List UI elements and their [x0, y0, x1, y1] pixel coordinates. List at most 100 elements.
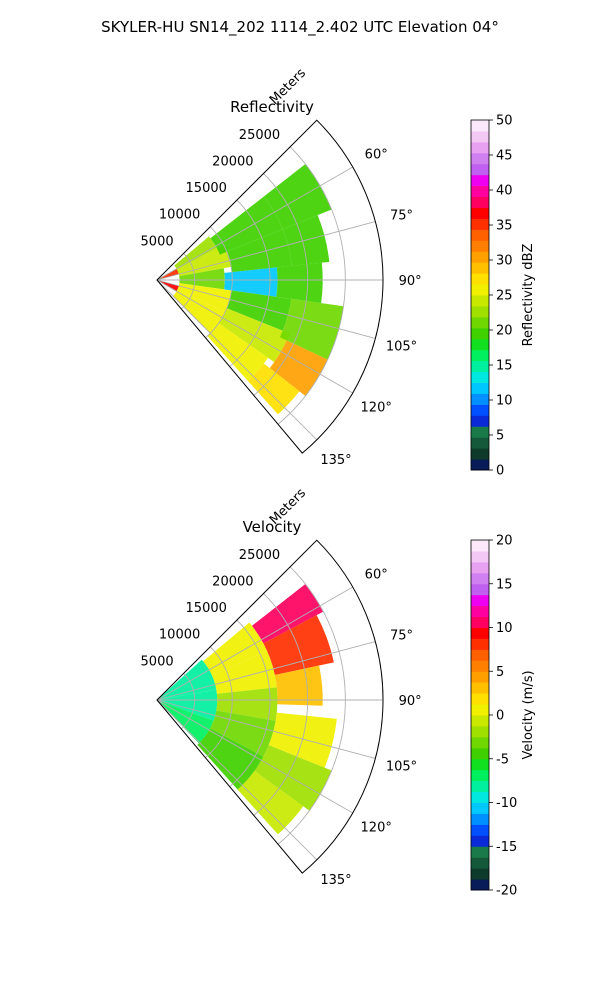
- colorbar-swatch: [471, 879, 489, 891]
- colorbar-swatch: [471, 627, 489, 639]
- colorbar-swatch: [471, 857, 489, 869]
- colorbar-swatch: [471, 769, 489, 782]
- colorbar-swatch: [471, 835, 489, 847]
- velocity-panel: Velocity 60° 75° 90° 105° 120° 135° 5000 10000 15…: [141, 486, 536, 899]
- colorbar-swatch: [471, 715, 489, 727]
- data-cell: [263, 615, 334, 675]
- radial-tick-label: 5000: [141, 234, 174, 249]
- colorbar-tick-label: 0: [496, 709, 504, 724]
- data-cell: [218, 308, 290, 363]
- panel-title: Reflectivity: [230, 98, 314, 116]
- colorbar-tick-label: 20: [496, 324, 513, 339]
- angle-tick-label: 135°: [320, 873, 351, 888]
- colorbar-swatch: [471, 649, 489, 661]
- colorbar-swatch: [471, 813, 489, 825]
- colorbar-swatch: [471, 393, 489, 405]
- colorbar-swatch: [471, 448, 489, 460]
- radial-gridline: [205, 646, 233, 759]
- angular-gridline: [156, 641, 376, 701]
- data-cell: [251, 584, 324, 644]
- colorbar-tick-label: 40: [496, 184, 513, 199]
- polar-grid: [156, 566, 383, 861]
- radial-tick-label: 20000: [212, 154, 253, 169]
- colorbar-swatch: [471, 693, 489, 705]
- colorbar-swatch: [471, 360, 489, 373]
- data-cell: [226, 290, 292, 331]
- angular-gridline: [156, 699, 376, 759]
- data-cell: [174, 236, 217, 270]
- angular-gridline: [156, 279, 318, 441]
- data-cell: [157, 689, 218, 721]
- data-cell: [176, 244, 232, 277]
- colorbar-swatch: [471, 426, 489, 438]
- colorbar-tick-label: 30: [496, 254, 513, 269]
- radial-gridline: [229, 199, 271, 367]
- colorbar-label: Reflectivity dBZ: [521, 244, 536, 347]
- colorbar-tick-label: -15: [496, 840, 517, 855]
- colorbar-swatch: [471, 583, 489, 596]
- angle-tick-label: 75°: [390, 628, 413, 643]
- data-cell: [157, 700, 214, 744]
- data-cell: [269, 340, 328, 396]
- colorbar-swatch: [471, 437, 489, 449]
- colorbar-swatch: [471, 802, 489, 814]
- angular-gridline: [156, 586, 353, 701]
- colorbar-swatch: [471, 327, 489, 340]
- data-cell: [207, 323, 269, 381]
- radial-tick-label: 25000: [239, 128, 280, 143]
- angle-tick-label: 120°: [361, 401, 392, 416]
- colorbar-swatch: [471, 174, 489, 187]
- radial-tick-label: 15000: [186, 601, 227, 616]
- colorbar-swatch: [471, 218, 489, 230]
- colorbar-swatch: [471, 120, 489, 132]
- data-cell: [210, 710, 276, 757]
- data-cell: [197, 728, 264, 790]
- polar-grid: [156, 146, 383, 441]
- colorbar-swatch: [471, 846, 489, 858]
- data-cell: [172, 289, 226, 334]
- colorbar-swatch: [471, 824, 489, 836]
- data-cells: [157, 584, 337, 835]
- colorbar-swatch: [471, 152, 489, 165]
- colorbar-swatch: [471, 273, 489, 285]
- colorbar-tick-label: 35: [496, 219, 513, 234]
- data-cell: [276, 262, 323, 304]
- sector-outline: [156, 119, 384, 454]
- colorbar-swatch: [471, 780, 489, 793]
- data-cell: [237, 770, 304, 835]
- colorbar-swatch: [471, 305, 489, 318]
- colorbar-swatch: [471, 758, 489, 771]
- angle-tick-label: 75°: [390, 208, 413, 223]
- radial-gridline: [180, 673, 196, 730]
- colorbar-tick-label: 10: [496, 394, 513, 409]
- colorbar-tick-label: 15: [496, 577, 513, 592]
- data-cell: [279, 298, 344, 360]
- colorbar-tick-label: 15: [496, 359, 513, 374]
- colorbar-swatch: [471, 550, 489, 563]
- data-cell: [177, 283, 232, 312]
- colorbar-swatch: [471, 459, 489, 471]
- colorbar-swatch: [471, 572, 489, 585]
- radial-tick-label: 5000: [141, 654, 174, 669]
- colorbar-swatch: [471, 316, 489, 329]
- colorbar-tick-label: -10: [496, 796, 517, 811]
- colorbar-swatch: [471, 616, 489, 628]
- sector-outline: [156, 539, 384, 874]
- data-cell: [254, 745, 332, 811]
- angle-tick-label: 60°: [365, 147, 388, 162]
- radial-tick-label: 15000: [186, 181, 227, 196]
- colorbar-swatch: [471, 415, 489, 427]
- data-cell: [210, 196, 283, 255]
- data-cell: [224, 267, 278, 297]
- angular-gridline: [156, 279, 353, 394]
- angular-gridline: [156, 166, 353, 281]
- angle-tick-label: 60°: [365, 567, 388, 582]
- colorbar-swatch: [471, 349, 489, 362]
- colorbar-tick-label: 5: [496, 665, 504, 680]
- colorbar-swatch: [471, 229, 489, 241]
- colorbar-tick-label: -5: [496, 752, 509, 767]
- colorbar-swatch: [471, 791, 489, 803]
- angular-gridline: [156, 699, 318, 861]
- panel-title: Velocity: [243, 518, 302, 536]
- colorbar-swatch: [471, 295, 489, 307]
